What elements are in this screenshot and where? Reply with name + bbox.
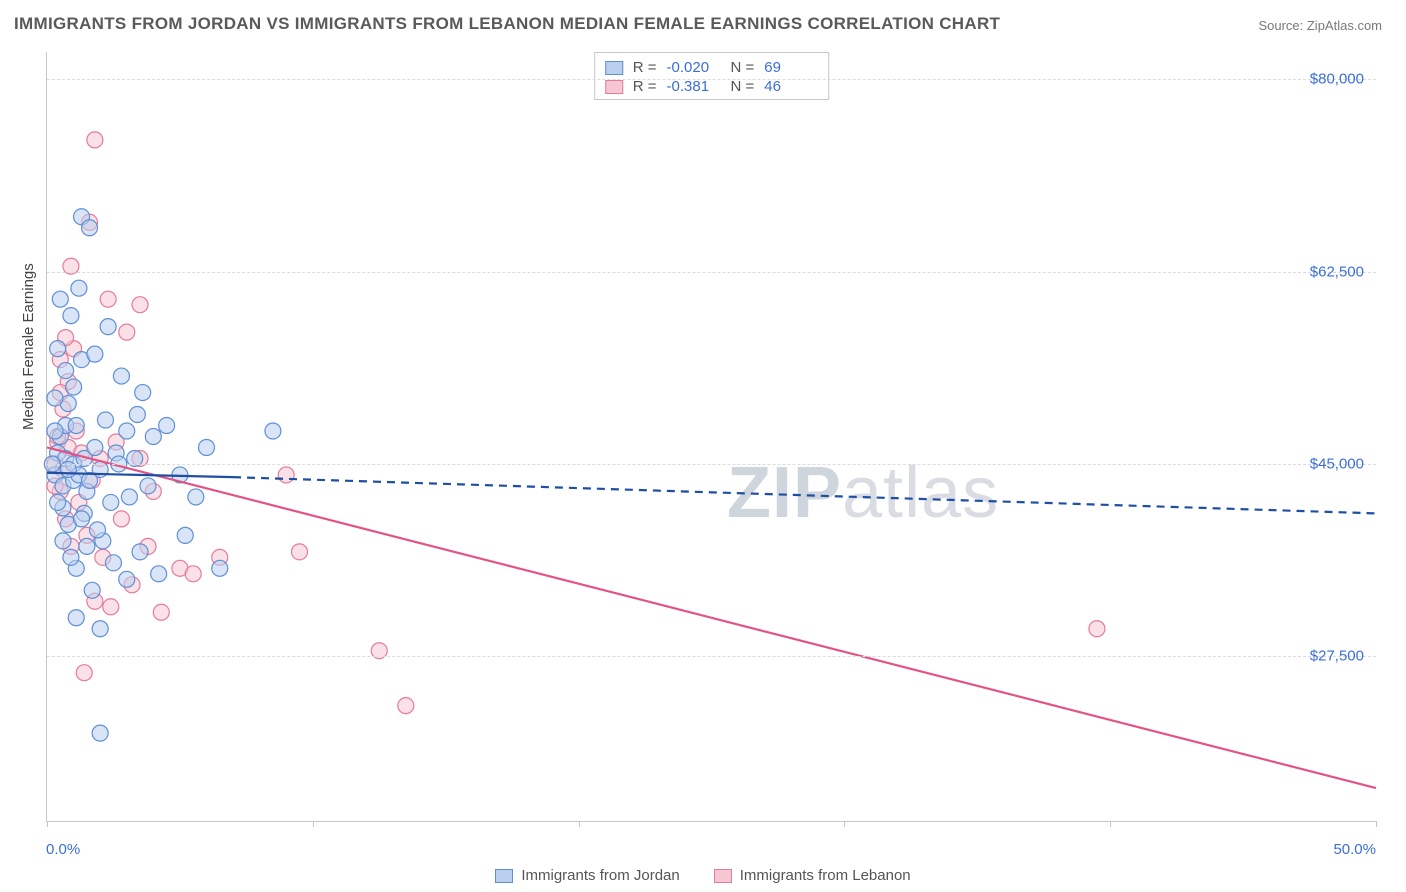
scatter-svg: [47, 52, 1376, 821]
y-tick-label: $80,000: [1310, 71, 1364, 88]
legend-label-lebanon: Immigrants from Lebanon: [740, 867, 911, 884]
chart-title: IMMIGRANTS FROM JORDAN VS IMMIGRANTS FRO…: [14, 14, 1000, 34]
swatch-lebanon: [714, 869, 732, 883]
y-axis-title: Median Female Earnings: [20, 263, 37, 430]
swatch-jordan: [495, 869, 513, 883]
y-tick-label: $45,000: [1310, 455, 1364, 472]
legend-label-jordan: Immigrants from Jordan: [521, 867, 679, 884]
legend-item-lebanon: Immigrants from Lebanon: [714, 867, 911, 884]
y-tick-label: $62,500: [1310, 263, 1364, 280]
x-axis-max: 50.0%: [1333, 841, 1376, 858]
legend-item-jordan: Immigrants from Jordan: [495, 867, 679, 884]
y-tick-label: $27,500: [1310, 648, 1364, 665]
bottom-legend: Immigrants from Jordan Immigrants from L…: [0, 867, 1406, 884]
plot-area: ZIPatlas R = -0.020 N = 69 R = -0.381 N …: [46, 52, 1376, 822]
x-axis-min: 0.0%: [46, 841, 80, 858]
source-label: Source: ZipAtlas.com: [1258, 18, 1382, 33]
